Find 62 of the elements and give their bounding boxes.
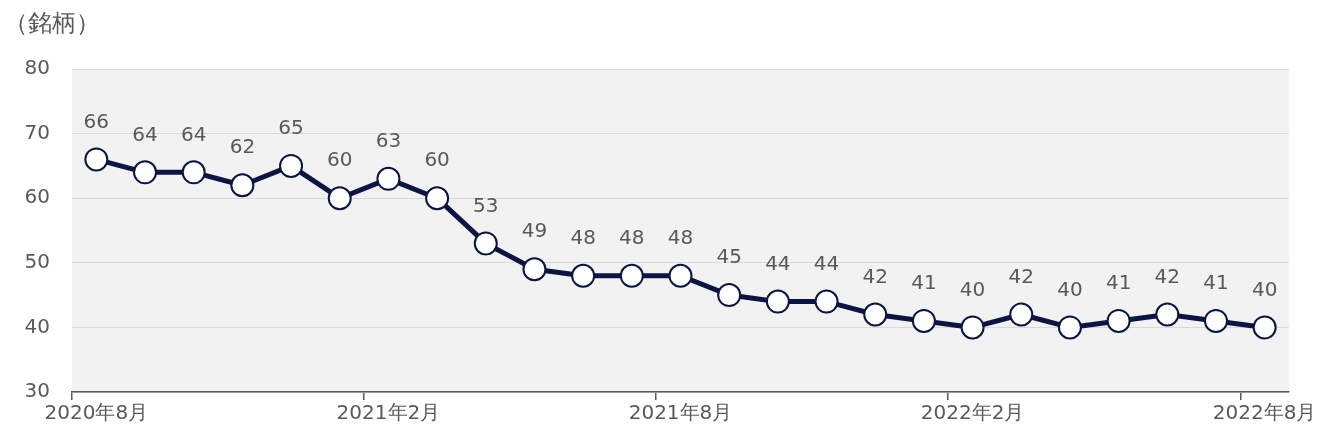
point: [1203, 308, 1228, 333]
point: [765, 289, 790, 314]
y-tick-label: 70: [24, 119, 50, 144]
point: [425, 186, 450, 211]
data-label: 44: [765, 250, 791, 275]
data-label: 41: [911, 270, 937, 295]
data-label: 41: [1105, 270, 1132, 295]
x-tick-label: 2021年8月: [628, 400, 733, 425]
point: [1057, 315, 1082, 340]
point: [1106, 308, 1131, 333]
point: [522, 257, 547, 282]
data-label: 64: [132, 121, 158, 146]
point: [279, 153, 304, 178]
point: [133, 160, 158, 185]
data-label: 42: [1008, 263, 1034, 288]
data-label: 65: [278, 115, 304, 140]
data-label: 42: [1154, 263, 1181, 288]
point: [1155, 302, 1180, 327]
point: [473, 231, 498, 256]
data-label: 40: [1057, 276, 1083, 301]
data-label: 48: [570, 224, 596, 249]
data-label: 53: [473, 192, 499, 217]
point: [571, 263, 596, 288]
data-label: 63: [375, 128, 402, 153]
data-label: 48: [667, 224, 694, 249]
point: [181, 160, 206, 185]
x-tick-label: 2020年8月: [44, 400, 149, 425]
y-axis-title: （銘柄）: [4, 9, 100, 38]
y-tick-label: 50: [24, 249, 50, 273]
point: [814, 289, 839, 314]
data-label: 42: [862, 263, 888, 288]
y-tick-label: 30: [24, 378, 50, 403]
data-label: 41: [1203, 270, 1229, 295]
data-label: 40: [959, 276, 986, 301]
point: [230, 173, 255, 198]
point: [668, 263, 693, 288]
x-tick-label: 2021年2月: [336, 400, 441, 425]
point: [863, 302, 888, 327]
y-tick-label: 60: [24, 184, 50, 209]
point: [327, 186, 352, 211]
x-tick-label: 2022年2月: [920, 400, 1025, 425]
y-tick-label: 80: [24, 55, 50, 80]
data-label: 66: [83, 108, 110, 133]
data-label: 44: [813, 250, 840, 275]
x-tick-label: 2022年8月: [1212, 400, 1317, 425]
point: [960, 315, 985, 340]
data-label: 45: [716, 244, 742, 269]
point: [619, 263, 644, 288]
point: [911, 308, 936, 333]
point: [1009, 302, 1034, 327]
point: [376, 166, 401, 191]
data-label: 48: [619, 224, 645, 249]
point: [717, 283, 742, 308]
data-label: 60: [424, 147, 450, 172]
data-label: 49: [521, 218, 548, 243]
data-label: 64: [180, 121, 207, 146]
data-label: 40: [1251, 276, 1278, 301]
y-tick-label: 40: [24, 313, 50, 338]
point: [1252, 315, 1277, 340]
point: [84, 147, 109, 172]
data-label: 60: [327, 147, 353, 172]
data-label: 62: [229, 134, 256, 159]
